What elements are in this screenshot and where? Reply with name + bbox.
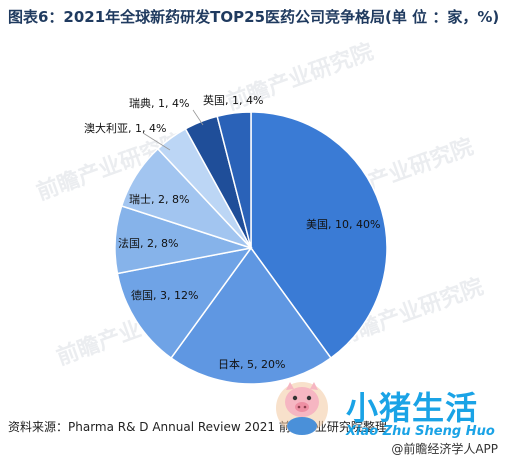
leader-line bbox=[142, 132, 171, 151]
slice-label: 澳大利亚, 1, 4% bbox=[84, 121, 166, 135]
slice-labels: 美国, 10, 40% 日本, 5, 20% 德国, 3, 12% 法国, 2, 8%… bbox=[84, 93, 380, 371]
leader-lines bbox=[142, 109, 204, 151]
slice-label: 瑞典, 1, 4% bbox=[129, 96, 189, 110]
chart-title: 图表6：2021年全球新药研发TOP25医药公司竞争格局(单 位 ：家，%) bbox=[8, 8, 500, 26]
pie-slices bbox=[114, 111, 388, 385]
slice-label: 法国, 2, 8% bbox=[118, 236, 178, 250]
slice-label: 英国, 1, 4% bbox=[203, 93, 263, 107]
pie-slice-2 bbox=[170, 246, 332, 385]
pie-slice-1 bbox=[250, 111, 388, 360]
app-credit: @前瞻经济学人APP bbox=[391, 442, 498, 456]
slice-label: 日本, 5, 20% bbox=[218, 357, 285, 371]
brand-name: 小猪生活 bbox=[346, 389, 479, 427]
slice-label: 美国, 10, 40% bbox=[306, 218, 380, 231]
brand-romanized: Xiao Zhu Sheng Huo bbox=[346, 424, 495, 439]
slice-label: 德国, 3, 12% bbox=[131, 288, 198, 302]
pie-slice-8 bbox=[216, 111, 252, 249]
leader-line bbox=[192, 109, 204, 126]
slice-label: 瑞士, 2, 8% bbox=[129, 192, 189, 206]
pig-mascot-icon bbox=[276, 382, 328, 435]
pie-slice-3 bbox=[116, 246, 253, 360]
